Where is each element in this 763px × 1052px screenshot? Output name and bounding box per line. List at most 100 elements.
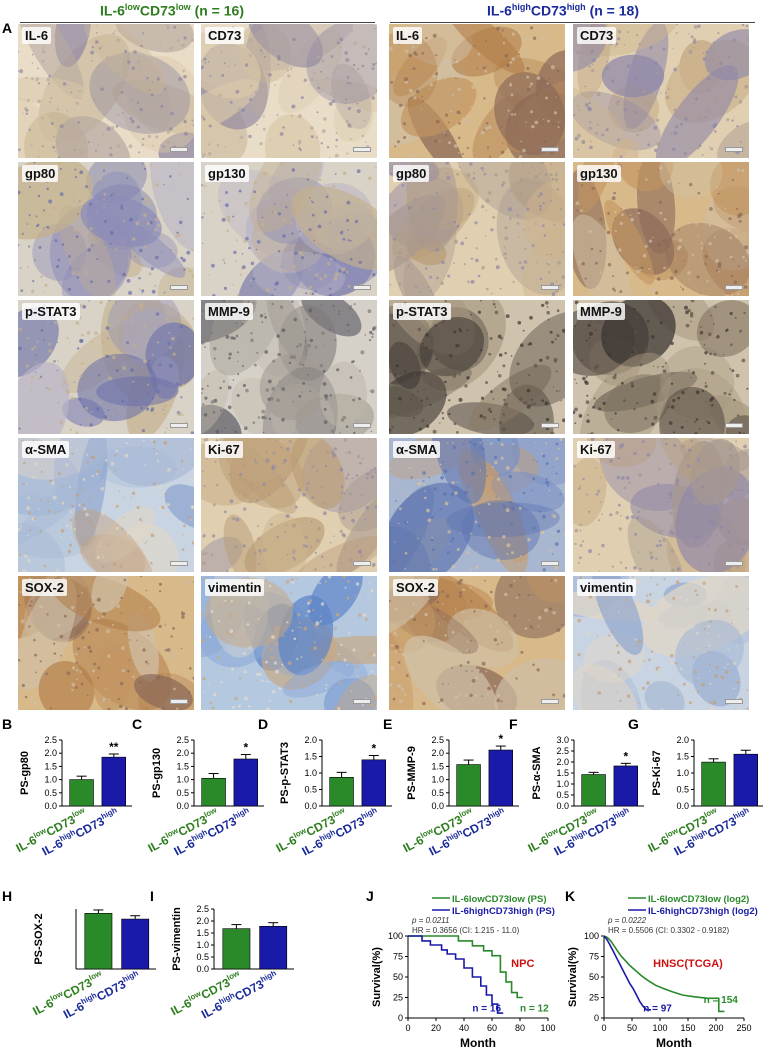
y-tick-label: 0 bbox=[594, 1013, 599, 1023]
scale-bar bbox=[353, 561, 371, 566]
x-tick-label: 20 bbox=[431, 1023, 441, 1033]
micrograph-sox-2: SOX-2 bbox=[389, 576, 565, 710]
legend-label: IL-6highCD73high (log2) bbox=[648, 906, 758, 917]
scale-bar bbox=[353, 147, 371, 152]
scale-bar bbox=[170, 423, 188, 428]
micrograph-mmp-9: MMP-9 bbox=[201, 300, 377, 434]
bar bbox=[329, 776, 354, 807]
p-value: p = 0.0222 bbox=[607, 916, 647, 925]
micrograph-cd73: CD73 bbox=[573, 24, 749, 158]
bar bbox=[222, 928, 251, 970]
y-tick-label: 1.0 bbox=[431, 775, 444, 785]
micrograph--sma: α-SMA bbox=[18, 438, 194, 572]
bar bbox=[613, 765, 639, 807]
y-tick-label: 0.0 bbox=[176, 801, 189, 811]
legend-label: IL-6lowCD73low (PS) bbox=[452, 894, 546, 905]
y-tick-label: 1.0 bbox=[556, 779, 569, 789]
micrograph-label: CD73 bbox=[577, 27, 617, 44]
panel-letter-b: B bbox=[2, 716, 13, 732]
micrograph-ki-67: Ki-67 bbox=[201, 438, 377, 572]
micrograph-label: Ki-67 bbox=[205, 441, 243, 458]
bar-chart-b: 0.0 0.5 1.0 1.5 2.0 2.5 PS-gp80 ** IL-6lowCD73lo… bbox=[14, 735, 168, 897]
panel-letter-e: E bbox=[383, 716, 393, 732]
y-axis-label: PS-MMP-9 bbox=[406, 746, 418, 800]
y-tick-label: 100 bbox=[584, 931, 599, 941]
y-tick-label: 0.0 bbox=[556, 801, 569, 811]
bar bbox=[69, 779, 94, 807]
bar-chart-e: 0.0 0.5 1.0 1.5 2.0 2.5 PS-MMP-9 * IL-6lowCD73lo… bbox=[401, 732, 555, 897]
y-tick-label: 1.0 bbox=[196, 940, 209, 950]
micrograph-label: IL-6 bbox=[393, 27, 423, 44]
y-tick-label: 0 bbox=[398, 1013, 403, 1023]
bar-chart-svg: 0.00.51.01.52.02.5PS-gp80**IL-6lowCD73lo… bbox=[14, 735, 132, 859]
bar bbox=[456, 764, 481, 807]
micrograph-gp80: gp80 bbox=[389, 162, 565, 296]
bar bbox=[581, 774, 606, 807]
y-tick-label: 0.5 bbox=[431, 788, 444, 798]
x-axis-label: Month bbox=[656, 1036, 692, 1050]
panel-letter-i: I bbox=[150, 888, 154, 904]
y-tick-label: 50 bbox=[589, 972, 599, 982]
y-tick-label: 2.0 bbox=[176, 748, 189, 758]
y-tick-label: 2.5 bbox=[196, 904, 209, 914]
group-rule-high bbox=[390, 22, 755, 23]
micrograph-il-6: IL-6 bbox=[18, 24, 194, 158]
y-axis-label: PS-p-STAT3 bbox=[279, 742, 291, 804]
micrograph-label: vimentin bbox=[577, 579, 637, 596]
y-tick-label: 1.5 bbox=[304, 752, 317, 762]
cohort-tag: NPC bbox=[511, 958, 534, 970]
y-tick-label: 2.0 bbox=[196, 916, 209, 926]
y-tick-label: 0.5 bbox=[556, 790, 569, 800]
panel-letter-h: H bbox=[2, 888, 13, 904]
y-tick-label: 1.5 bbox=[196, 928, 209, 938]
bar bbox=[701, 761, 726, 807]
y-tick-label: 0.5 bbox=[196, 952, 209, 962]
micrograph-gp130: gp130 bbox=[573, 162, 749, 296]
micrograph-sox-2: SOX-2 bbox=[18, 576, 194, 710]
micrograph-vimentin: vimentin bbox=[201, 576, 377, 710]
micrograph-label: α-SMA bbox=[22, 441, 70, 458]
y-tick-label: 2.0 bbox=[431, 748, 444, 758]
micrograph-il-6: IL-6 bbox=[389, 24, 565, 158]
y-axis-label: PS-α-SMA bbox=[531, 746, 543, 799]
x-tick-label: 200 bbox=[708, 1023, 723, 1033]
bar-chart-c: 0.0 0.5 1.0 1.5 2.0 2.5 PS-gp130 * IL-6lowCD73lo… bbox=[146, 735, 300, 897]
p-value: p = 0.0211 bbox=[411, 916, 449, 925]
bar bbox=[201, 777, 226, 807]
bar-chart-f: 0.0 0.5 1.0 1.5 2.0 2.5 3.0 PS-α-SMA * IL-6lowCD7… bbox=[526, 735, 680, 897]
x-tick-label: 50 bbox=[627, 1023, 637, 1033]
legend-label: IL-6highCD73high (PS) bbox=[452, 906, 555, 917]
panel-letter-j: J bbox=[366, 888, 374, 904]
x-tick-label: 60 bbox=[487, 1023, 497, 1033]
survival-chart-j: IL-6lowCD73low (PS) IL-6highCD73high (PS)… bbox=[371, 892, 558, 1052]
x-tick-label: 0 bbox=[405, 1023, 410, 1033]
y-axis-label: Survival(%) bbox=[371, 947, 383, 1007]
y-axis-label: PS-gp130 bbox=[151, 748, 163, 798]
bar bbox=[233, 758, 259, 807]
micrograph--sma: α-SMA bbox=[389, 438, 565, 572]
n-low-label: n = 12 bbox=[520, 1003, 549, 1014]
survival-curve bbox=[603, 935, 725, 1013]
x-tick-label: 250 bbox=[736, 1023, 751, 1033]
y-axis-label: PS-vimentin bbox=[171, 907, 183, 971]
cohort-tag: HNSC(TCGA) bbox=[653, 958, 723, 970]
scale-bar bbox=[725, 699, 743, 704]
scale-bar bbox=[541, 285, 559, 290]
scale-bar bbox=[541, 147, 559, 152]
bar-chart-svg: 0.00.51.01.52.02.5PS-vimentinIL-6lowCD73… bbox=[168, 904, 294, 1022]
y-tick-label: 1.5 bbox=[176, 761, 189, 771]
legend-label: IL-6lowCD73low (log2) bbox=[648, 894, 749, 905]
micrograph-label: SOX-2 bbox=[393, 579, 439, 596]
bar-chart-svg: 0.00.51.01.52.0PS-Ki-67IL-6lowCD73lowIL-… bbox=[646, 735, 763, 859]
y-tick-label: 1.5 bbox=[431, 761, 444, 771]
y-tick-label: 1.0 bbox=[304, 768, 317, 778]
y-tick-label: 75 bbox=[393, 952, 403, 962]
micrograph-p-stat3: p-STAT3 bbox=[18, 300, 194, 434]
significance-marker: * bbox=[371, 742, 376, 756]
y-tick-label: 0.5 bbox=[176, 788, 189, 798]
y-tick-label: 75 bbox=[589, 952, 599, 962]
y-tick-label: 0.0 bbox=[676, 801, 689, 811]
y-tick-label: 0.0 bbox=[304, 801, 317, 811]
survival-curve bbox=[603, 935, 651, 1011]
y-tick-label: 2.0 bbox=[304, 735, 317, 745]
